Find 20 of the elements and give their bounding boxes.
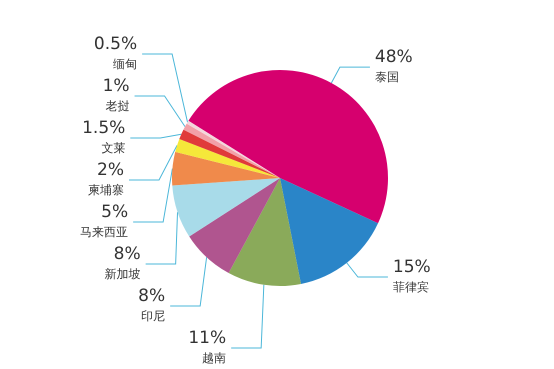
data-label: 11%	[188, 328, 226, 348]
data-label: 8%	[138, 286, 166, 306]
data-label: 0.5%	[94, 34, 138, 54]
data-label: 48%	[374, 47, 413, 68]
data-label: 8%	[114, 244, 141, 264]
slice-label: 越南	[202, 351, 226, 365]
data-label: 5%	[101, 202, 128, 222]
slice-label: 新加坡	[104, 267, 141, 281]
data-label: 1.5%	[82, 118, 126, 138]
slice-label: 老挝	[106, 99, 130, 113]
slice-label: 缅甸	[113, 57, 138, 71]
slice-label: 马来西亚	[80, 225, 128, 239]
slice-label: 菲律宾	[392, 280, 429, 294]
slice-label: 柬埔寨	[88, 183, 124, 197]
data-label: 15%	[392, 257, 431, 278]
slice-label: 文莱	[101, 141, 126, 155]
data-label: 2%	[97, 160, 124, 180]
slice-label: 泰国	[374, 70, 399, 84]
slice-label: 印尼	[141, 309, 166, 323]
data-label: 1%	[102, 76, 130, 96]
